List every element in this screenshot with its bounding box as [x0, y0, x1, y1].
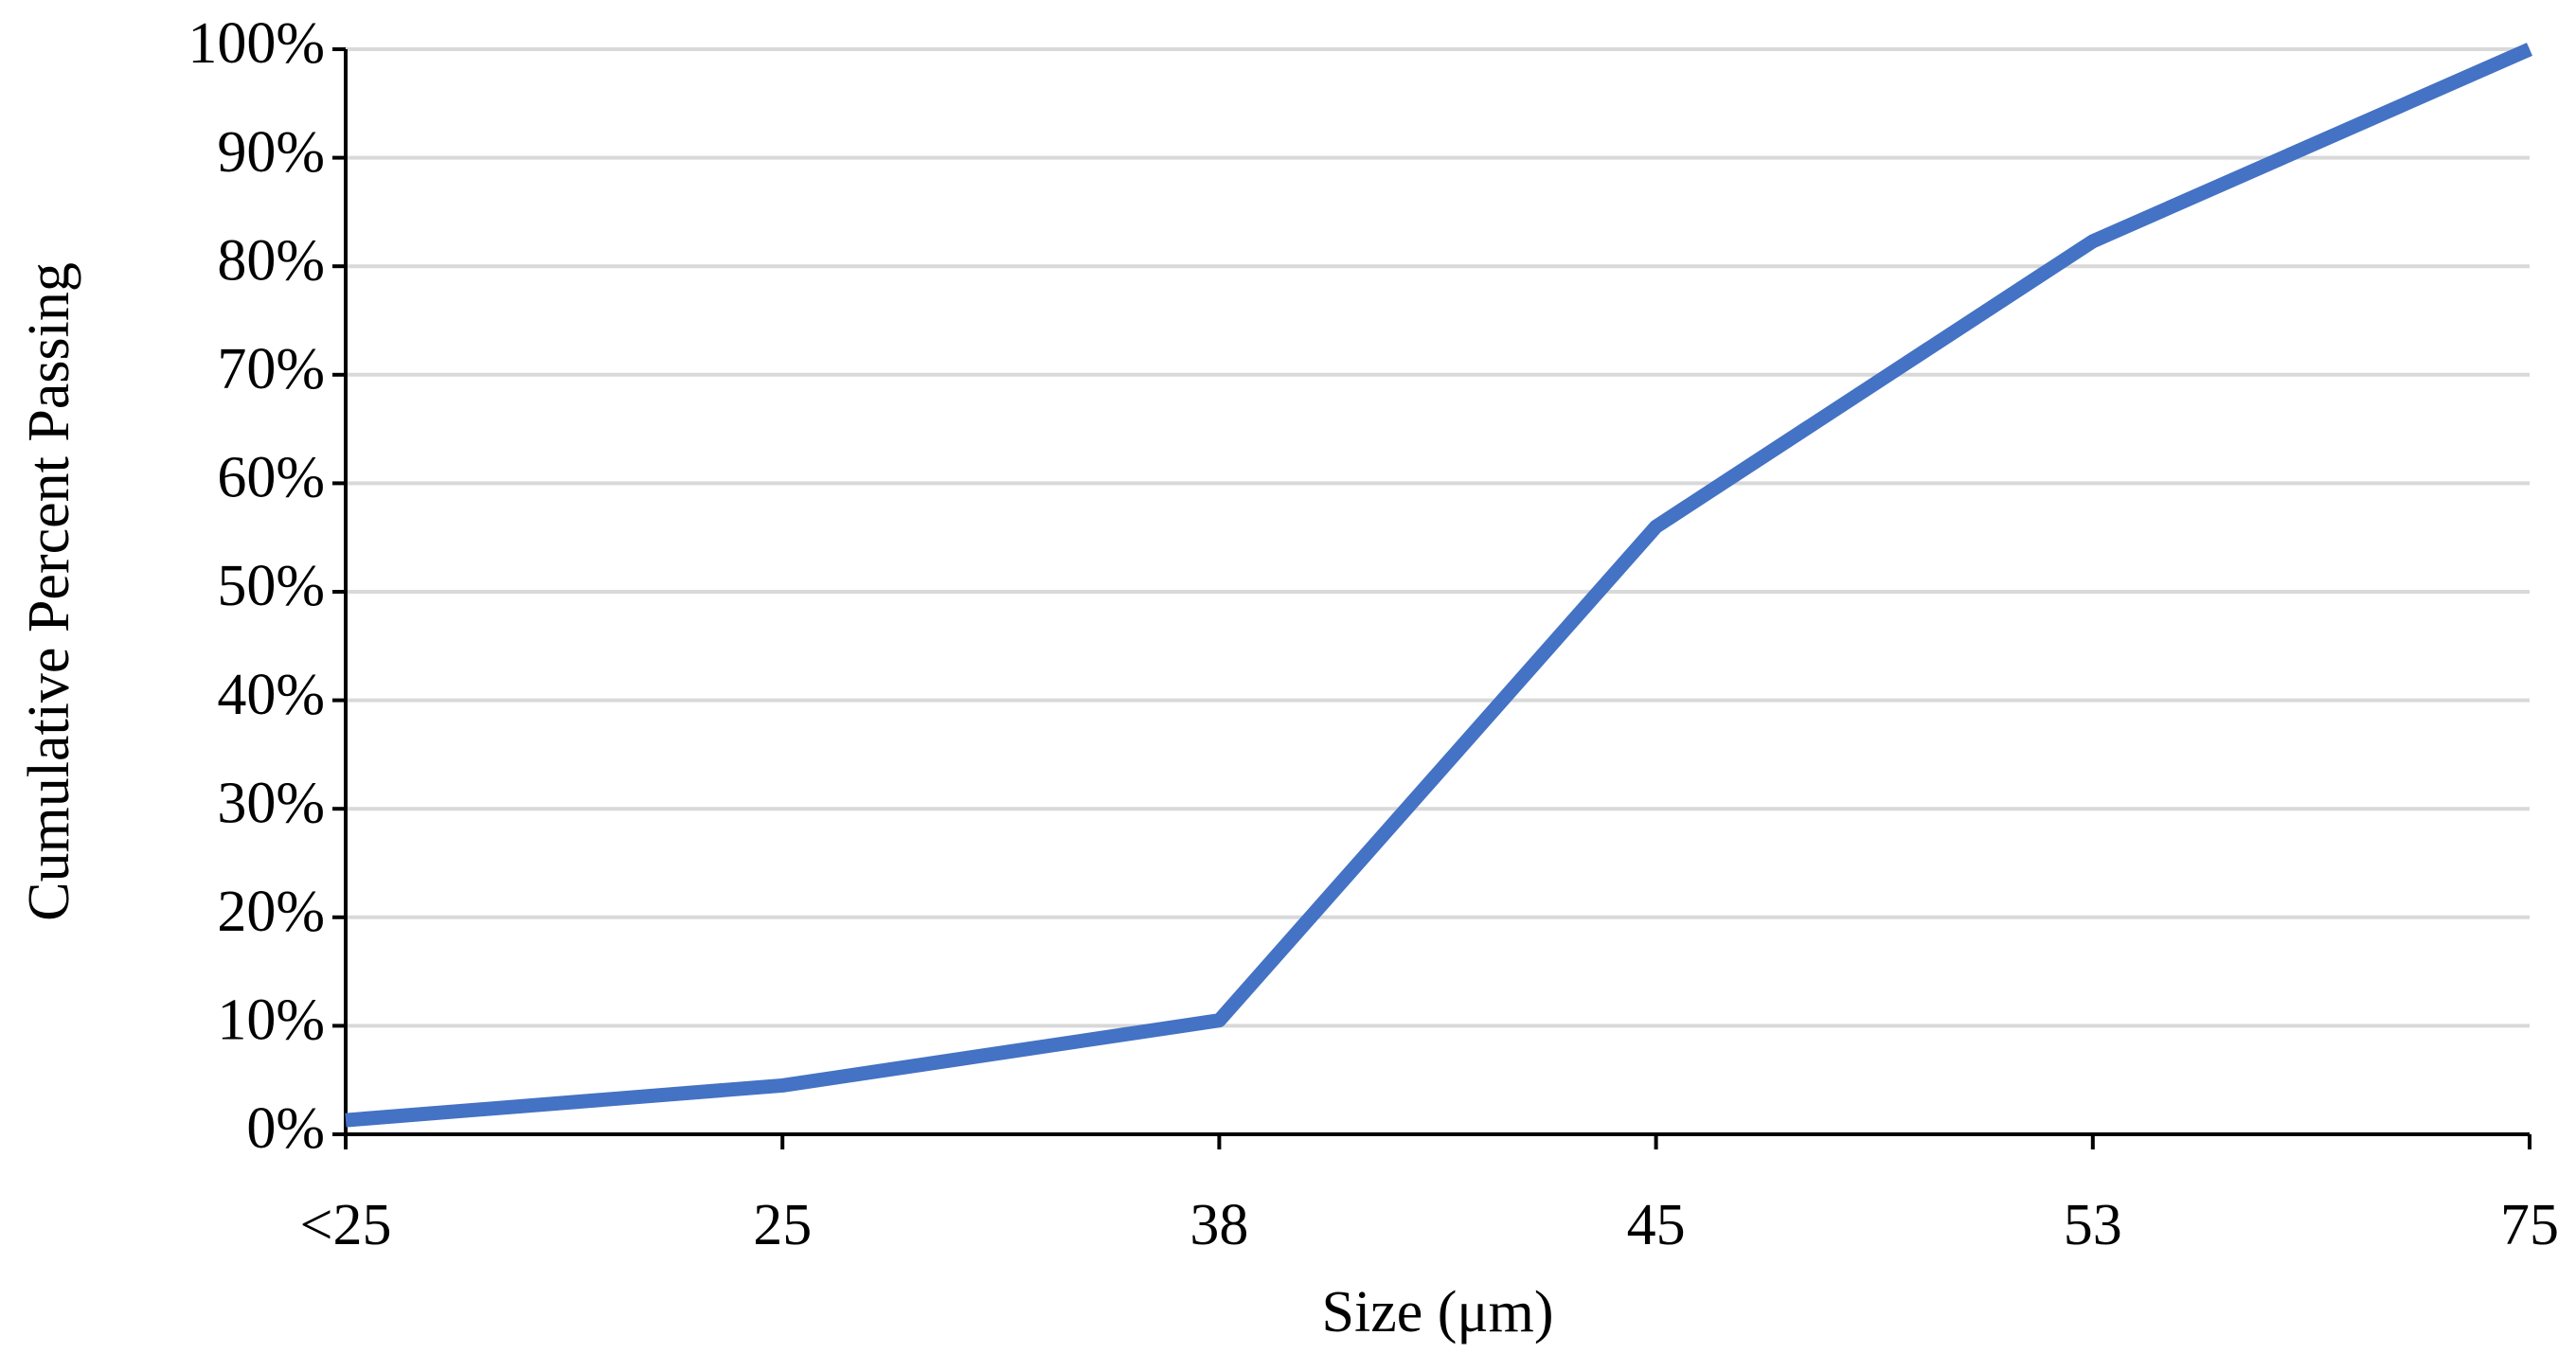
x-axis-title: Size (μm)	[1321, 1280, 1553, 1344]
y-tick-label: 30%	[217, 771, 325, 835]
x-tick-label: 25	[753, 1193, 812, 1257]
y-tick-label: 0%	[246, 1096, 325, 1161]
y-tick-label: 50%	[217, 554, 325, 618]
y-tick-label: 20%	[217, 880, 325, 944]
y-tick-label: 100%	[188, 11, 325, 76]
x-tick-label: <25	[300, 1193, 392, 1257]
y-tick-label: 70%	[217, 337, 325, 401]
y-tick-label: 10%	[217, 988, 325, 1053]
x-tick-label: 75	[2500, 1193, 2559, 1257]
y-axis-title: Cumulative Percent Passing	[17, 262, 81, 921]
x-tick-label: 38	[1190, 1193, 1248, 1257]
y-tick-label: 80%	[217, 228, 325, 293]
y-tick-label: 60%	[217, 446, 325, 510]
data-line	[345, 43, 2533, 1128]
x-tick-label: 53	[2064, 1193, 2122, 1257]
y-tick-label: 90%	[217, 120, 325, 185]
y-tick-label: 40%	[217, 663, 325, 727]
x-tick-label: 45	[1627, 1193, 1686, 1257]
